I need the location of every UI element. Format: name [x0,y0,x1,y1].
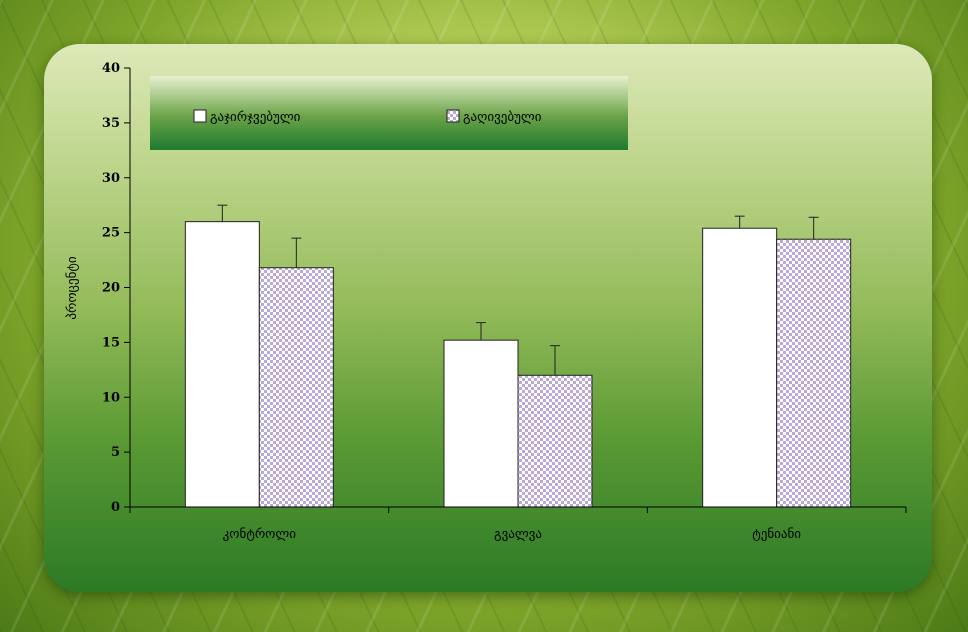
y-tick-label: 40 [102,61,120,76]
legend-swatch-series-2 [446,109,460,123]
legend-swatch-series-1 [193,109,207,123]
y-ticks-group: 0 5 10 15 20 25 30 35 40 [102,61,130,515]
x-tick-label: კონტროლი [223,527,297,542]
y-tick-label: 30 [102,171,120,186]
bar-series-2 [776,238,852,508]
legend: გაჯირჯვებული გაღივებული [193,109,542,125]
error-bars-group [217,204,819,376]
y-axis-label: პროცენტი [65,256,80,319]
bar-series-2 [258,267,334,508]
bar-series-1 [184,221,260,508]
y-tick-label: 10 [102,390,120,405]
y-tick-label: 15 [102,335,120,350]
bar-series-1 [443,339,519,508]
x-tick-label: გვალვა [494,527,542,542]
bar-series-2 [517,374,593,508]
y-tick-label: 35 [102,116,120,131]
y-tick-label: 20 [102,281,120,296]
legend-band [150,76,628,150]
x-ticks-group: კონტროლი გვალვა ტენიანი [129,507,907,542]
y-tick-label: 25 [102,226,120,241]
y-tick-label: 0 [111,500,120,515]
bar-series-1 [702,227,778,508]
x-tick-label: ტენიანი [752,527,801,542]
legend-label-series-1: გაჯირჯვებული [210,110,301,125]
y-tick-label: 5 [111,445,120,460]
bars-group [184,221,852,508]
legend-label-series-2: გაღივებული [463,110,542,125]
